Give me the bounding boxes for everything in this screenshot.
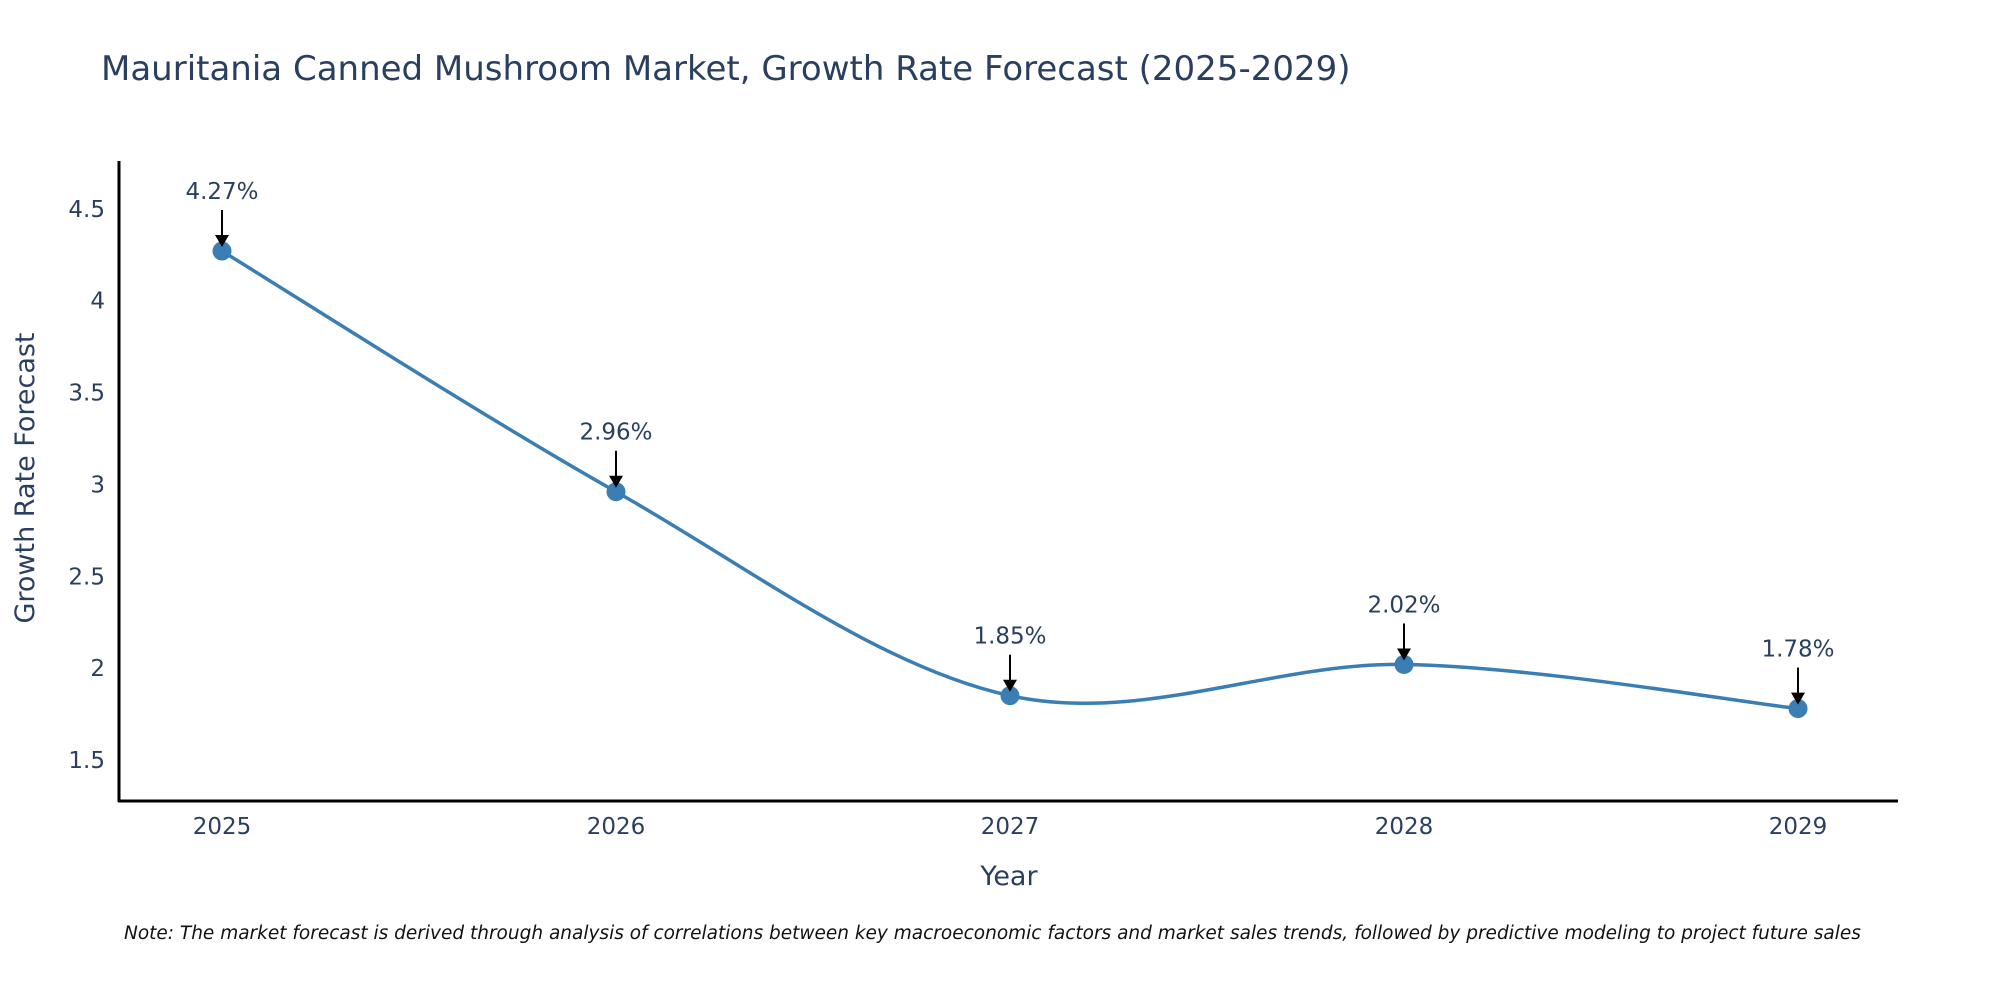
- footnote: Note: The market forecast is derived thr…: [124, 923, 1861, 944]
- y-tick-label: 4.5: [68, 197, 105, 223]
- data-point: [606, 482, 626, 502]
- x-tick-label: 2027: [981, 814, 1040, 840]
- data-points: [212, 241, 1808, 719]
- data-point: [1788, 699, 1808, 719]
- data-point: [1000, 686, 1020, 706]
- data-point: [212, 241, 232, 261]
- x-tick-label: 2028: [1375, 814, 1434, 840]
- x-axis-title: Year: [979, 861, 1038, 892]
- x-tick-label: 2029: [1769, 814, 1828, 840]
- x-tick-label: 2026: [587, 814, 646, 840]
- y-tick-label: 1.5: [68, 748, 105, 774]
- annotation-arrow-head: [609, 475, 623, 488]
- data-label: 2.02%: [1367, 592, 1440, 618]
- x-axis-ticks: 2025 2026 2027 2028 2029: [193, 814, 1828, 840]
- data-point: [1394, 654, 1414, 674]
- data-label: 4.27%: [185, 179, 258, 205]
- y-tick-label: 4: [90, 289, 105, 315]
- annotation-arrow-head: [1003, 679, 1017, 692]
- chart-title: Mauritania Canned Mushroom Market, Growt…: [101, 49, 1351, 89]
- data-label: 2.96%: [579, 420, 652, 446]
- data-labels: 4.27% 2.96% 1.85% 2.02% 1.78%: [185, 179, 1835, 705]
- data-label: 1.78%: [1761, 637, 1834, 663]
- x-tick-label: 2025: [193, 814, 252, 840]
- data-label: 1.85%: [973, 624, 1046, 650]
- annotation-arrow-head: [1791, 692, 1805, 705]
- annotation-arrow-head: [1397, 648, 1411, 661]
- annotation-arrow-head: [215, 235, 229, 248]
- y-axis-title: Growth Rate Forecast: [10, 332, 41, 623]
- y-tick-label: 3: [90, 472, 105, 498]
- y-tick-label: 3.5: [68, 381, 105, 407]
- y-tick-label: 2.5: [68, 564, 105, 590]
- y-axis-ticks: 1.5 2 2.5 3 3.5 4 4.5: [68, 197, 105, 774]
- y-tick-label: 2: [90, 656, 105, 682]
